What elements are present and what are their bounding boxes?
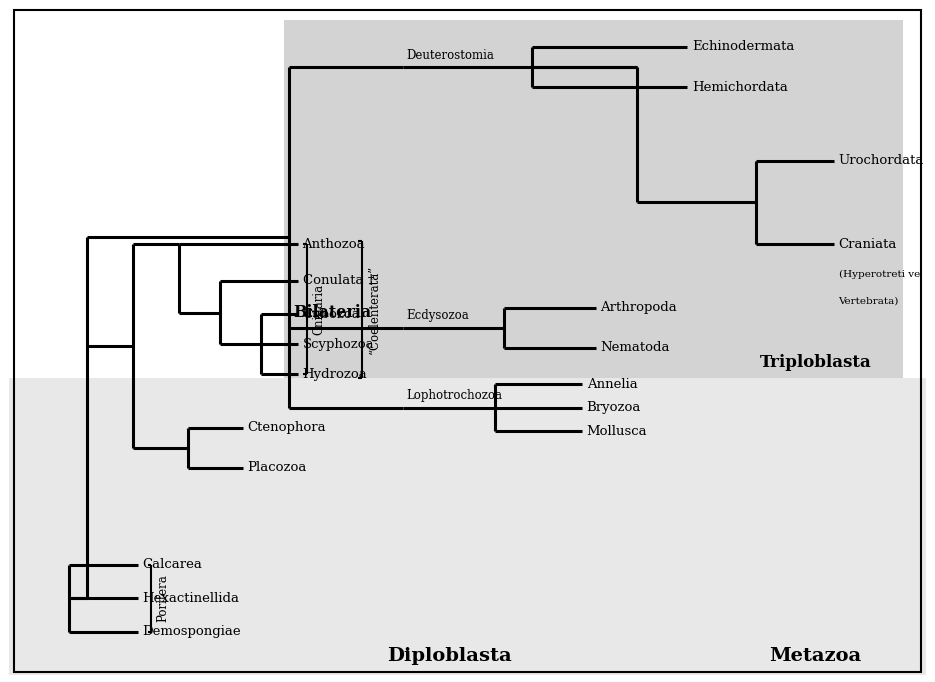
Text: Diploblasta: Diploblasta (387, 647, 511, 665)
Text: Scyphozoa: Scyphozoa (303, 338, 374, 351)
Text: Annelia: Annelia (586, 378, 638, 391)
Text: Craniata: Craniata (839, 237, 897, 250)
Text: “Coelenterata”: “Coelenterata” (367, 265, 381, 354)
Text: Ctenophora: Ctenophora (248, 421, 326, 434)
Text: Placozoa: Placozoa (248, 462, 307, 475)
FancyBboxPatch shape (9, 20, 284, 378)
FancyBboxPatch shape (9, 378, 926, 675)
Text: Mollusca: Mollusca (586, 425, 647, 438)
Text: Porifera: Porifera (157, 574, 170, 622)
Text: Metazoa: Metazoa (770, 647, 862, 665)
Text: Arthropoda: Arthropoda (600, 301, 677, 314)
Text: Hexactinellida: Hexactinellida (142, 592, 239, 605)
Text: Hemichordata: Hemichordata (692, 80, 788, 93)
Text: Triploblasta: Triploblasta (760, 354, 871, 371)
Text: Conulata †: Conulata † (303, 274, 374, 287)
Text: Vertebrata): Vertebrata) (839, 297, 899, 306)
Text: Hydrozoa: Hydrozoa (303, 368, 367, 381)
Text: Cubozoa: Cubozoa (303, 308, 360, 321)
Text: Calcarea: Calcarea (142, 559, 202, 572)
Text: Ecdysozoa: Ecdysozoa (406, 309, 468, 323)
Text: Echinodermata: Echinodermata (692, 40, 795, 53)
Text: Bryozoa: Bryozoa (586, 401, 641, 415)
Text: Bilateria: Bilateria (294, 304, 371, 321)
Text: Demospongiae: Demospongiae (142, 625, 241, 638)
Text: Urochordata: Urochordata (839, 154, 924, 167)
Text: Cnidaria: Cnidaria (312, 284, 325, 335)
Text: Deuterostomia: Deuterostomia (406, 48, 494, 61)
Text: Nematoda: Nematoda (600, 341, 669, 354)
Text: Lophotrochozoa: Lophotrochozoa (406, 389, 502, 402)
FancyBboxPatch shape (284, 20, 903, 378)
Text: (Hyperotreti ve: (Hyperotreti ve (839, 269, 920, 279)
Text: Anthozoa: Anthozoa (303, 237, 366, 250)
